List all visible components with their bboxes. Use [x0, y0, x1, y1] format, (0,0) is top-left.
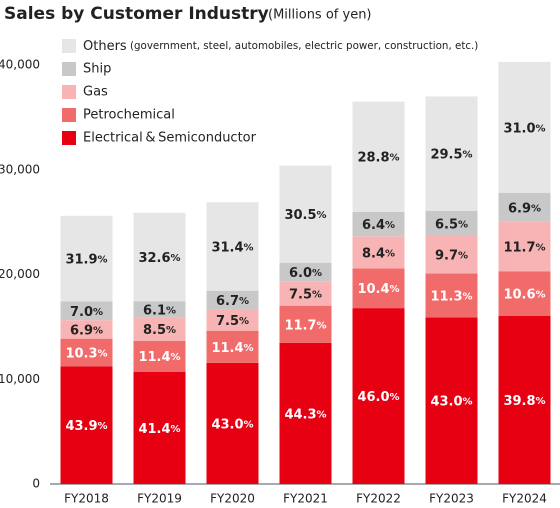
legend-swatch [62, 131, 76, 145]
data-label: 43.0% [430, 394, 472, 409]
bar-segment [279, 262, 332, 282]
bar-segment [133, 212, 186, 302]
data-label: 30.5% [284, 208, 326, 223]
data-label: 43.0% [211, 417, 253, 432]
data-label: 6.7% [216, 294, 249, 309]
bar-segment [352, 101, 405, 212]
bar-segment [206, 202, 259, 291]
bar-segment [60, 301, 113, 321]
chart-subtitle: (Millions of yen) [268, 8, 372, 23]
bar-segment [60, 338, 113, 367]
bar-segment [206, 309, 259, 331]
legend-label: Others (government, steel, automobiles, … [83, 39, 478, 54]
x-tick-label: FY2023 [429, 492, 474, 506]
bar-segment [425, 96, 478, 211]
bar-segment [206, 362, 259, 484]
bar-segment [498, 192, 551, 222]
bar-segment [133, 301, 186, 318]
data-label: 6.1% [143, 303, 176, 318]
data-label: 6.0% [289, 266, 322, 281]
bar-segment [498, 221, 551, 272]
bar-segment [498, 315, 551, 484]
data-label: 32.6% [138, 250, 180, 265]
bar-segment [352, 308, 405, 484]
bar-segment [498, 61, 551, 193]
bar-segment [352, 211, 405, 237]
data-label: 6.5% [435, 217, 468, 232]
legend-swatch [62, 108, 76, 122]
data-label: 46.0% [357, 390, 399, 405]
data-label: 7.5% [216, 314, 249, 329]
data-label: 43.9% [65, 419, 107, 434]
data-label: 31.9% [65, 252, 107, 267]
bar-segment [60, 215, 113, 302]
bar-segment [425, 273, 478, 318]
legend-label: Ship [83, 62, 111, 77]
data-label: 11.4% [211, 340, 253, 355]
bar-segment [425, 235, 478, 274]
bar-segment [425, 317, 478, 484]
x-tick-label: FY2019 [137, 492, 182, 506]
bar-segment [352, 236, 405, 269]
data-label: 8.4% [362, 246, 395, 261]
bar-segment [279, 165, 332, 263]
data-label: 11.7% [503, 240, 545, 255]
data-label: 39.8% [503, 393, 545, 408]
bar-segment [279, 305, 332, 343]
legend-swatch [62, 85, 76, 99]
data-label: 8.5% [143, 323, 176, 338]
data-label: 11.4% [138, 350, 180, 365]
bar-segment [206, 330, 259, 363]
legend-swatch [62, 39, 76, 53]
data-label: 7.5% [289, 287, 322, 302]
legend-label: Gas [83, 85, 108, 100]
x-tick-label: FY2018 [64, 492, 109, 506]
bar-segment [279, 281, 332, 306]
x-tick-label: FY2024 [502, 492, 547, 506]
data-label: 10.6% [503, 287, 545, 302]
data-label: 7.0% [70, 304, 103, 319]
bar-segment [133, 371, 186, 484]
data-label: 31.0% [503, 121, 545, 136]
legend-label: Electrical & Semiconductor [83, 131, 257, 146]
y-tick-label: 10,000 [0, 372, 40, 386]
x-tick-label: FY2020 [210, 492, 255, 506]
x-tick-label: FY2022 [356, 492, 401, 506]
data-label: 6.9% [508, 201, 541, 216]
chart-title: Sales by Customer Industry [4, 4, 269, 24]
y-tick-label: 30,000 [0, 162, 40, 176]
bar-segment [60, 366, 113, 484]
bar-segment [498, 271, 551, 316]
legend-label: Petrochemical [83, 108, 175, 123]
bar-segment [279, 342, 332, 484]
data-label: 10.3% [65, 346, 107, 361]
data-label: 6.4% [362, 218, 395, 233]
data-label: 6.9% [70, 323, 103, 338]
data-label: 31.4% [211, 240, 253, 255]
data-label: 28.8% [357, 150, 399, 165]
data-label: 9.7% [435, 248, 468, 263]
data-label: 41.4% [138, 421, 180, 436]
y-tick-label: 20,000 [0, 267, 40, 281]
bar-segment [133, 340, 186, 372]
x-tick-label: FY2021 [283, 492, 328, 506]
data-label: 10.4% [357, 282, 399, 297]
legend-swatch [62, 62, 76, 76]
data-label: 29.5% [430, 147, 472, 162]
bar-segment [206, 290, 259, 310]
bar-segment [133, 317, 186, 341]
bar-segment [425, 210, 478, 236]
data-label: 11.3% [430, 289, 472, 304]
bar-segment [352, 268, 405, 309]
data-label: 44.3% [284, 407, 326, 422]
y-tick-label: 40,000 [0, 58, 40, 72]
bar-segment [60, 320, 113, 339]
data-label: 11.7% [284, 318, 326, 333]
y-tick-label: 0 [32, 477, 40, 491]
